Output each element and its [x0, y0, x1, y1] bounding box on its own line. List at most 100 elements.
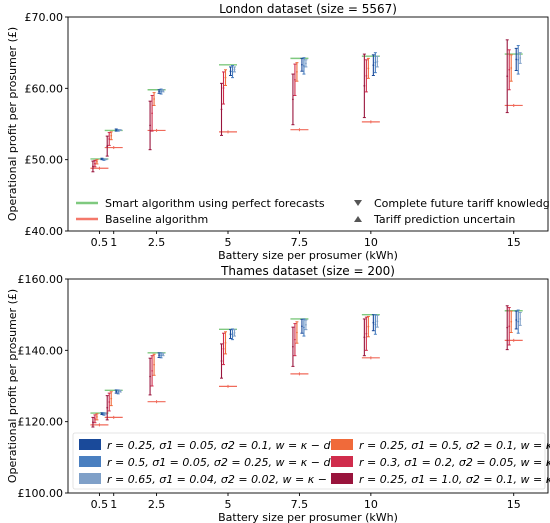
series-midpoint: [367, 67, 370, 70]
legend-label: r = 0.3, σ1 = 0.2, σ2 = 0.05, w = κ − d: [359, 456, 550, 469]
series-midpoint: [367, 325, 370, 328]
chart-title: Thames dataset (size = 200): [220, 264, 395, 278]
triangle-down-icon: [354, 200, 362, 206]
legend-label: Smart algorithm using perfect forecasts: [105, 197, 325, 210]
series-midpoint: [508, 68, 511, 71]
x-tick-label: 1: [110, 236, 117, 249]
triangle-up-icon: [354, 216, 362, 222]
series-midpoint: [515, 319, 518, 321]
series-midpoint: [303, 326, 305, 329]
y-tick-label: £100.00: [18, 487, 64, 500]
series-midpoint: [372, 321, 375, 324]
series-midpoint: [374, 323, 377, 326]
chart-panel-1: London dataset (size = 5567) £40.00 £50.00…: [6, 2, 550, 262]
series-midpoint: [374, 61, 377, 64]
legend-label: r = 0.25, σ1 = 1.0, σ2 = 0.1, w = κ − d: [359, 473, 550, 486]
series-midpoint: [162, 89, 164, 92]
series-midpoint: [92, 165, 94, 168]
series-midpoint: [229, 333, 232, 336]
series-midpoint: [517, 58, 520, 61]
legend-label: r = 0.25, σ1 = 0.05, σ2 = 0.1, w = κ − d: [107, 439, 331, 452]
legend-label: r = 0.65, σ1 = 0.04, σ2 = 0.02, w = κ − …: [107, 473, 338, 486]
x-axis-label: Battery size per prosumer (kWh): [218, 511, 398, 523]
x-tick-label: 7.5: [291, 498, 309, 511]
series-midpoint: [363, 84, 366, 87]
series-midpoint: [151, 112, 153, 115]
x-tick-label: 5: [225, 236, 232, 249]
series-midpoint: [294, 78, 296, 81]
series-midpoint: [515, 58, 518, 61]
series-midpoint: [115, 129, 118, 131]
series-midpoint: [103, 158, 105, 161]
series-midpoint: [303, 64, 305, 67]
series-midpoint: [510, 320, 513, 323]
series-midpoint: [162, 353, 164, 356]
series-midpoint: [119, 390, 122, 393]
y-tick-label: £60.00: [25, 82, 64, 95]
series-midpoint: [233, 68, 236, 71]
series-midpoint: [149, 375, 151, 378]
series-midpoint: [365, 74, 368, 77]
x-tick-label: 2.5: [148, 236, 166, 249]
series-midpoint: [158, 354, 160, 357]
series-midpoint: [508, 325, 511, 328]
series-midpoint: [220, 360, 223, 362]
y-tick-label: £70.00: [25, 11, 64, 24]
series-midpoint: [101, 412, 103, 415]
series-midpoint: [372, 64, 375, 67]
y-tick-label: £140.00: [18, 344, 64, 357]
series-midpoint: [105, 158, 107, 161]
series-midpoint: [224, 76, 227, 79]
series-midpoint: [110, 397, 113, 400]
legend-label: r = 0.25, σ1 = 0.5, σ2 = 0.1, w = κ − d: [359, 439, 550, 452]
series-midpoint: [292, 345, 294, 348]
series-midpoint: [292, 98, 294, 101]
series-midpoint: [153, 98, 155, 100]
series-midpoint: [103, 413, 105, 415]
series-midpoint: [363, 336, 366, 339]
series-midpoint: [158, 90, 160, 93]
series-midpoint: [231, 70, 234, 73]
series-midpoint: [305, 62, 307, 65]
x-tick-label: 1: [110, 498, 117, 511]
x-tick-label: 15: [507, 498, 521, 511]
series-midpoint: [224, 341, 227, 344]
series-midpoint: [510, 67, 513, 69]
series-midpoint: [506, 75, 509, 78]
series-midpoint: [94, 162, 96, 165]
legend-swatch: [331, 473, 353, 484]
series-midpoint: [517, 320, 520, 323]
series-midpoint: [222, 348, 225, 350]
y-tick-label: £50.00: [25, 154, 64, 167]
series-midpoint: [106, 406, 109, 409]
series-midpoint: [115, 390, 118, 393]
series-midpoint: [231, 333, 234, 336]
series-midpoint: [519, 57, 522, 59]
series-midpoint: [96, 415, 98, 418]
series-midpoint: [220, 108, 223, 111]
series-midpoint: [376, 320, 379, 323]
series-midpoint: [305, 323, 307, 326]
x-tick-label: 10: [364, 236, 378, 249]
series-midpoint: [376, 60, 379, 63]
x-axis-label: Battery size per prosumer (kWh): [218, 249, 398, 262]
series-midpoint: [119, 129, 122, 131]
series-midpoint: [301, 325, 303, 328]
series-midpoint: [506, 326, 509, 329]
series-midpoint: [153, 363, 155, 366]
x-tick-label: 5: [225, 498, 232, 511]
x-tick-label: 2.5: [148, 498, 166, 511]
legend-box: [72, 432, 546, 490]
series-midpoint: [160, 354, 162, 357]
series-midpoint: [233, 331, 236, 334]
series-midpoint: [149, 124, 151, 127]
y-tick-label: £40.00: [25, 225, 64, 238]
series-midpoint: [108, 138, 111, 140]
series-midpoint: [92, 421, 94, 424]
legend-label: r = 0.5, σ1 = 0.05, σ2 = 0.25, w = κ − d: [107, 456, 331, 469]
plot-frame: [67, 278, 549, 494]
series-midpoint: [151, 369, 153, 372]
x-tick-label: 10: [364, 498, 378, 511]
